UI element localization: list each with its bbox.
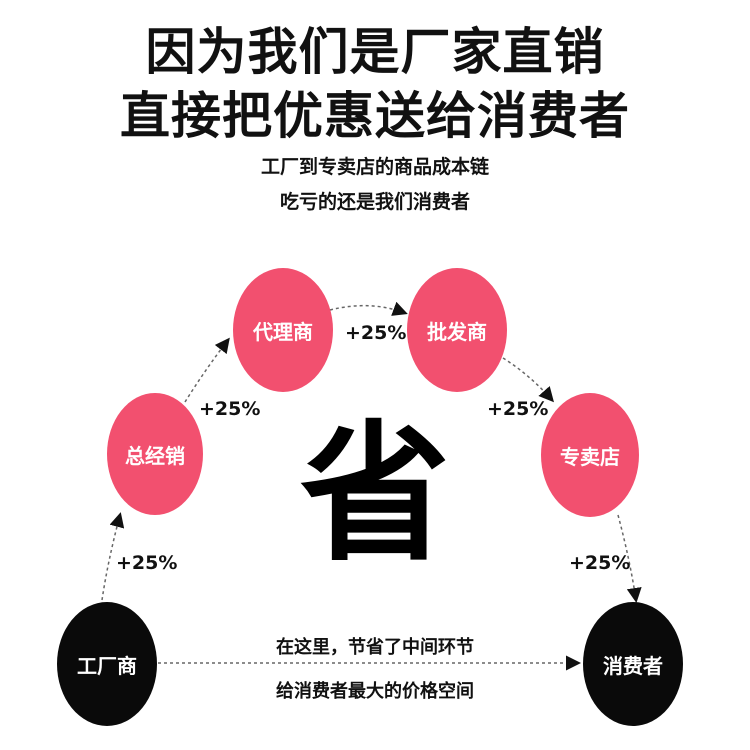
markup-label-1: +25% (116, 552, 178, 574)
arrow-store-to-consumer (617, 514, 642, 603)
savings-line-1: 在这里，节省了中间环节 (276, 637, 474, 658)
node-wholesaler: 批发商 (407, 268, 507, 392)
node-distributor: 总经销 (107, 393, 203, 515)
savings-line-2: 给消费者最大的价格空间 (276, 681, 474, 702)
node-agent: 代理商 (233, 268, 333, 392)
arrow-factory-to-distributor (101, 512, 125, 601)
center-character: 省 (300, 408, 451, 582)
subheadline-line-2: 吃亏的还是我们消费者 (279, 191, 470, 213)
markup-label-4: +25% (487, 398, 549, 420)
markup-label-2: +25% (199, 398, 261, 420)
node-factory: 工厂商 (57, 602, 157, 726)
node-consumer: 消费者 (583, 602, 683, 726)
arrow-wholesaler-to-store (502, 357, 554, 403)
headline-line-2: 直接把优惠送给消费者 (120, 87, 630, 145)
arrow-distributor-to-agent (184, 337, 230, 403)
subheadline-line-1: 工厂到专卖店的商品成本链 (260, 156, 489, 178)
node-store: 专卖店 (541, 393, 639, 517)
markup-label-3: +25% (345, 322, 407, 344)
arrow-agent-to-wholesaler (329, 301, 408, 316)
headline-line-1: 因为我们是厂家直销 (145, 23, 605, 81)
markup-label-5: +25% (569, 552, 631, 574)
